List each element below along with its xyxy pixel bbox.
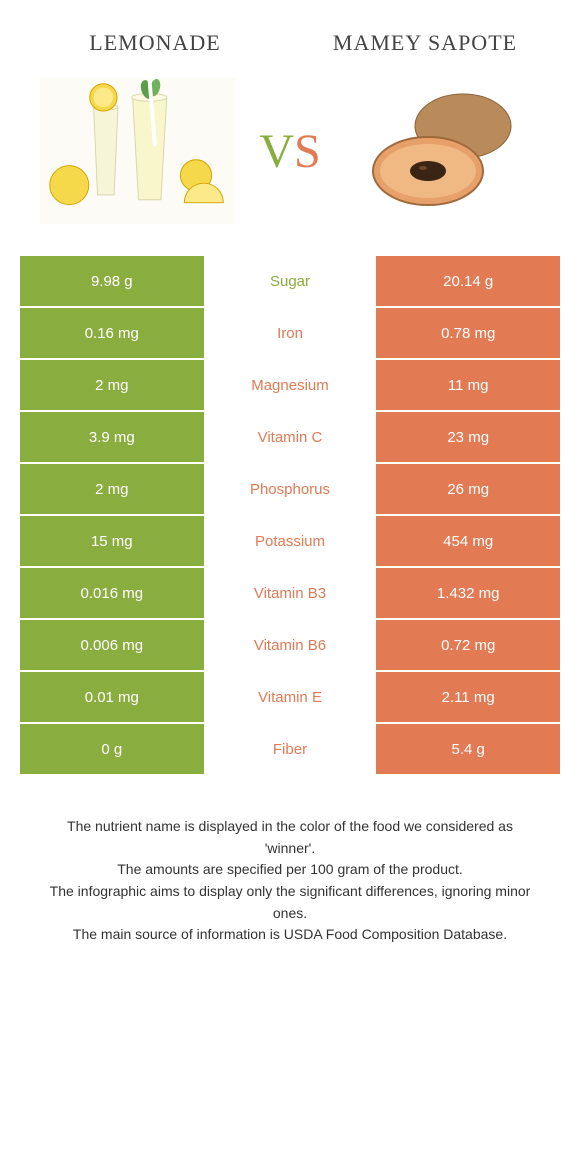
right-value: 11 mg — [376, 360, 560, 412]
nutrient-row: 3.9 mgVitamin C23 mg — [20, 412, 560, 464]
nutrient-table: 9.98 gSugar20.14 g0.16 mgIron0.78 mg2 mg… — [20, 256, 560, 776]
right-value: 26 mg — [376, 464, 560, 516]
left-value: 0.006 mg — [20, 620, 204, 672]
nutrient-label: Vitamin B3 — [204, 568, 377, 620]
left-value: 2 mg — [20, 464, 204, 516]
nutrient-row: 9.98 gSugar20.14 g — [20, 256, 560, 308]
footer-text: The nutrient name is displayed in the co… — [20, 816, 560, 946]
nutrient-row: 15 mgPotassium454 mg — [20, 516, 560, 568]
left-value: 2 mg — [20, 360, 204, 412]
left-value: 0.016 mg — [20, 568, 204, 620]
nutrient-label: Sugar — [204, 256, 377, 308]
vs-v: V — [259, 125, 294, 178]
right-value: 0.78 mg — [376, 308, 560, 360]
nutrient-row: 0.006 mgVitamin B60.72 mg — [20, 620, 560, 672]
nutrient-label: Vitamin B6 — [204, 620, 377, 672]
nutrient-label: Vitamin E — [204, 672, 377, 724]
right-value: 5.4 g — [376, 724, 560, 776]
right-value: 2.11 mg — [376, 672, 560, 724]
footer-line-3: The infographic aims to display only the… — [40, 881, 540, 924]
nutrient-row: 0.16 mgIron0.78 mg — [20, 308, 560, 360]
right-value: 1.432 mg — [376, 568, 560, 620]
left-value: 0.01 mg — [20, 672, 204, 724]
left-value: 0 g — [20, 724, 204, 776]
right-value: 23 mg — [376, 412, 560, 464]
mamey-image — [345, 76, 540, 226]
nutrient-label: Vitamin C — [204, 412, 377, 464]
footer-line-1: The nutrient name is displayed in the co… — [40, 816, 540, 859]
left-value: 15 mg — [20, 516, 204, 568]
nutrient-label: Fiber — [204, 724, 377, 776]
nutrient-row: 2 mgMagnesium11 mg — [20, 360, 560, 412]
left-value: 3.9 mg — [20, 412, 204, 464]
vs-label: VS — [259, 124, 320, 179]
nutrient-row: 0.01 mgVitamin E2.11 mg — [20, 672, 560, 724]
left-food-title: Lemonade — [47, 30, 263, 56]
nutrient-label: Potassium — [204, 516, 377, 568]
footer-line-2: The amounts are specified per 100 gram o… — [40, 859, 540, 881]
right-value: 0.72 mg — [376, 620, 560, 672]
header-row: Lemonade Mamey Sapote — [20, 30, 560, 56]
right-food-title: Mamey Sapote — [317, 30, 533, 56]
nutrient-label: Phosphorus — [204, 464, 377, 516]
right-value: 20.14 g — [376, 256, 560, 308]
nutrient-label: Magnesium — [204, 360, 377, 412]
nutrient-row: 0 gFiber5.4 g — [20, 724, 560, 776]
nutrient-tbody: 9.98 gSugar20.14 g0.16 mgIron0.78 mg2 mg… — [20, 256, 560, 776]
left-value: 0.16 mg — [20, 308, 204, 360]
nutrient-label: Iron — [204, 308, 377, 360]
nutrient-row: 2 mgPhosphorus26 mg — [20, 464, 560, 516]
nutrient-row: 0.016 mgVitamin B31.432 mg — [20, 568, 560, 620]
left-value: 9.98 g — [20, 256, 204, 308]
vs-s: S — [294, 125, 321, 178]
lemonade-image — [40, 76, 235, 226]
images-row: VS — [40, 76, 540, 226]
footer-line-4: The main source of information is USDA F… — [40, 924, 540, 946]
right-value: 454 mg — [376, 516, 560, 568]
